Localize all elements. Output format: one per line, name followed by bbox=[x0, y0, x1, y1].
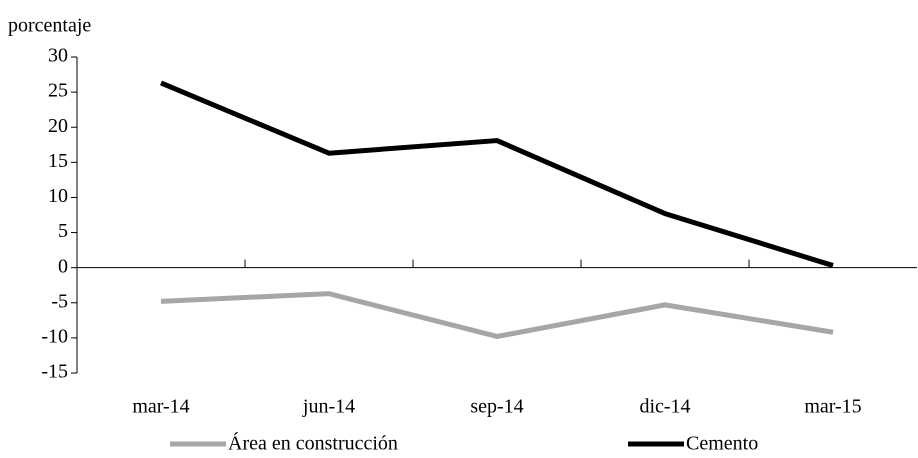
y-tick-label: 15 bbox=[48, 150, 68, 172]
x-tick-label: sep-14 bbox=[470, 396, 523, 418]
y-tick-label: 10 bbox=[48, 185, 68, 207]
legend-label: Área en construcción bbox=[228, 432, 398, 455]
series-line bbox=[160, 80, 834, 268]
y-tick-label: -10 bbox=[41, 325, 68, 347]
legend-label: Cemento bbox=[686, 433, 758, 455]
series-line bbox=[160, 291, 834, 339]
x-tick-label: dic-14 bbox=[639, 396, 690, 418]
y-tick-label: 5 bbox=[58, 220, 68, 242]
x-tick-label: mar-15 bbox=[804, 396, 861, 418]
y-tick-label: 20 bbox=[48, 115, 68, 137]
y-tick-label: -5 bbox=[51, 290, 68, 312]
y-tick-label: 0 bbox=[58, 255, 68, 277]
x-tick-label: mar-14 bbox=[132, 396, 189, 418]
y-tick-label: 30 bbox=[48, 45, 68, 67]
y-tick-label: 25 bbox=[48, 80, 68, 102]
y-tick-label: -15 bbox=[41, 361, 68, 383]
x-tick-label: jun-14 bbox=[302, 396, 355, 418]
y-axis-label: porcentaje bbox=[8, 15, 91, 37]
